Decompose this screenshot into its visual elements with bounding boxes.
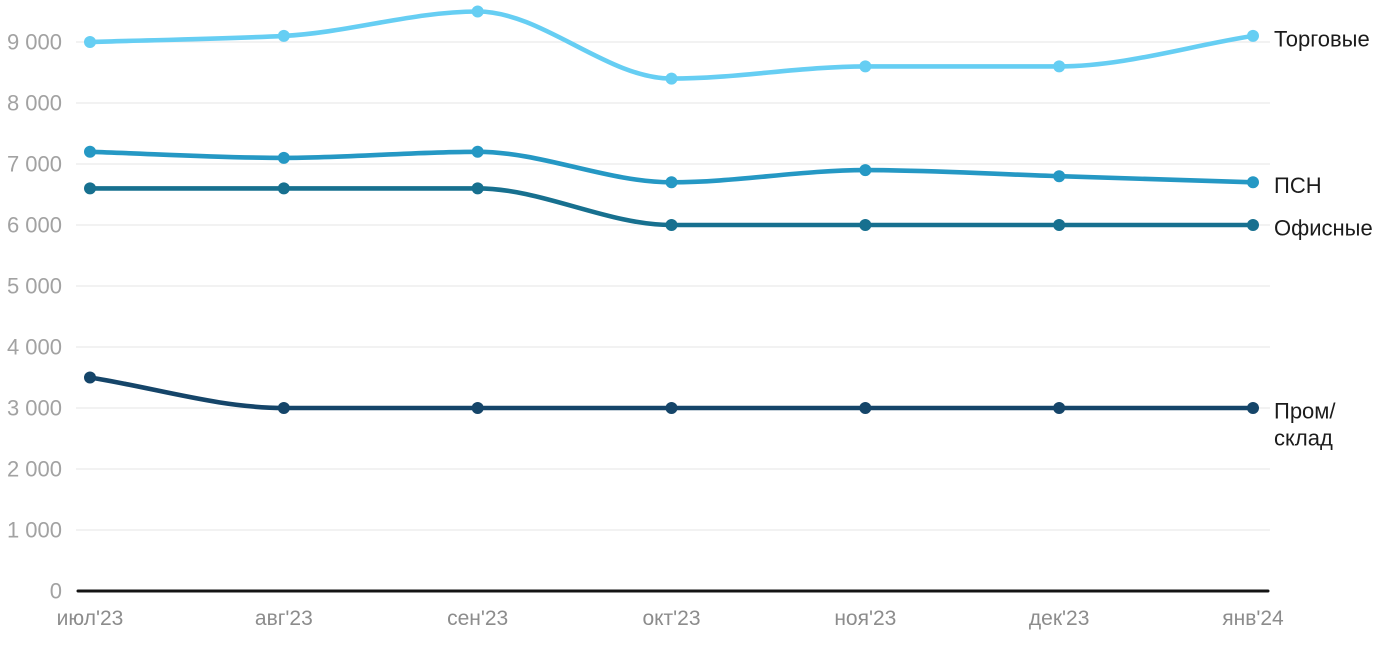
series-label-torgovye: Торговые bbox=[1274, 26, 1370, 51]
data-point-torgovye bbox=[665, 72, 678, 85]
data-point-torgovye bbox=[84, 36, 96, 48]
y-tick-label: 4 000 bbox=[7, 335, 62, 360]
data-point-prom-sklad bbox=[1246, 402, 1259, 414]
data-point-torgovye bbox=[1053, 60, 1066, 73]
y-tick-label: 7 000 bbox=[7, 152, 62, 177]
data-point-prom-sklad bbox=[277, 402, 290, 414]
data-point-psn bbox=[859, 164, 872, 177]
series-label-prom-sklad: Пром/ bbox=[1274, 399, 1336, 424]
data-point-prom-sklad bbox=[84, 371, 96, 384]
data-point-torgovye bbox=[277, 29, 290, 42]
data-point-psn bbox=[471, 145, 484, 158]
data-point-ofisnye bbox=[1246, 219, 1259, 231]
data-point-torgovye bbox=[1246, 29, 1259, 42]
data-point-ofisnye bbox=[84, 182, 96, 195]
y-tick-label: 8 000 bbox=[7, 91, 62, 116]
x-tick-label: июл'23 bbox=[57, 607, 124, 630]
data-point-ofisnye bbox=[859, 219, 872, 231]
data-point-psn bbox=[84, 145, 96, 158]
y-tick-label: 2 000 bbox=[7, 457, 62, 482]
data-point-psn bbox=[665, 176, 678, 189]
series-label-ofisnye: Офисные bbox=[1274, 216, 1373, 241]
data-point-ofisnye bbox=[277, 182, 290, 195]
data-point-psn bbox=[277, 151, 290, 164]
x-tick-label: янв'24 bbox=[1222, 607, 1284, 630]
data-point-prom-sklad bbox=[859, 402, 872, 414]
x-tick-label: окт'23 bbox=[642, 607, 700, 630]
data-point-prom-sklad bbox=[1053, 402, 1066, 414]
data-point-psn bbox=[1246, 176, 1259, 189]
data-point-ofisnye bbox=[1053, 219, 1066, 231]
data-point-ofisnye bbox=[471, 182, 484, 195]
y-tick-label: 9 000 bbox=[7, 30, 62, 55]
data-point-ofisnye bbox=[665, 219, 678, 231]
x-tick-label: ноя'23 bbox=[834, 607, 896, 630]
y-tick-label: 1 000 bbox=[7, 518, 62, 543]
x-tick-label: сен'23 bbox=[447, 607, 508, 630]
y-tick-label: 5 000 bbox=[7, 274, 62, 299]
data-point-torgovye bbox=[859, 60, 872, 73]
series-line-torgovye bbox=[87, 9, 1256, 81]
y-tick-label: 0 bbox=[50, 579, 62, 604]
x-tick-label: авг'23 bbox=[255, 607, 313, 630]
data-point-prom-sklad bbox=[471, 402, 484, 414]
y-tick-label: 3 000 bbox=[7, 396, 62, 421]
x-tick-label: дек'23 bbox=[1029, 607, 1090, 630]
data-point-psn bbox=[1053, 170, 1066, 183]
y-tick-label: 6 000 bbox=[7, 213, 62, 238]
data-point-prom-sklad bbox=[665, 402, 678, 414]
series-label-prom-sklad: склад bbox=[1274, 426, 1333, 451]
data-point-torgovye bbox=[471, 5, 484, 18]
series-label-psn: ПСН bbox=[1274, 173, 1322, 198]
